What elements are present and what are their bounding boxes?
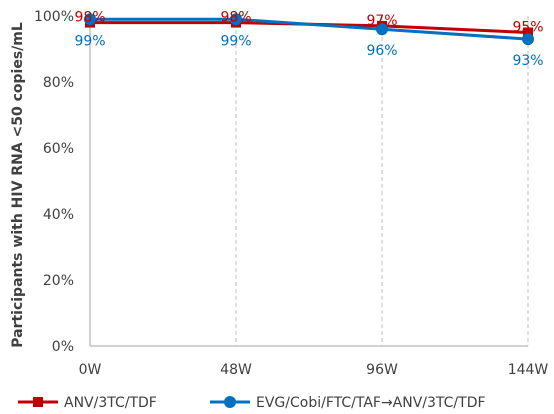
y-tick-label: 100%: [34, 9, 74, 25]
legend-marker-1: [224, 396, 236, 408]
data-label-series-1: 99%: [74, 33, 105, 49]
series-1-point: [376, 23, 388, 36]
series-group: [84, 13, 534, 46]
data-labels: 98% 98% 97% 95% 99% 99% 96% 93%: [74, 10, 543, 69]
legend-label-0: ANV/3TC/TDF: [64, 395, 157, 411]
series-1-point: [84, 13, 96, 26]
y-tick-label: 60%: [43, 141, 74, 157]
y-tick-label: 80%: [43, 75, 74, 91]
data-label-series-0: 98%: [220, 10, 251, 26]
gridlines: [235, 16, 529, 346]
y-tick-label: 0%: [52, 339, 74, 355]
x-tick-label: 96W: [366, 362, 398, 378]
series-1-point: [230, 13, 242, 26]
series-line-1: [90, 17, 529, 41]
legend: ANV/3TC/TDF EVG/Cobi/FTC/TAF→ANV/3TC/TDF: [18, 395, 486, 411]
series-1-point: [522, 33, 534, 46]
x-tick-label: 0W: [79, 362, 102, 378]
data-label-series-0: 97%: [366, 13, 397, 29]
y-tick-label: 20%: [43, 273, 74, 289]
data-label-series-1: 93%: [512, 53, 543, 69]
data-label-series-1: 99%: [220, 33, 251, 49]
x-tick-labels: 0W 48W 96W 144W: [79, 362, 549, 378]
data-label-series-0: 98%: [74, 10, 105, 26]
x-tick-label: 48W: [220, 362, 252, 378]
legend-marker-0: [33, 397, 43, 407]
series-0-point: [523, 27, 533, 38]
y-tick-labels: 0% 20% 40% 60% 80% 100%: [34, 9, 74, 355]
y-axis-label: Participants with HIV RNA <50 copies/mL: [10, 22, 26, 348]
axes: [89, 16, 528, 347]
data-label-series-0: 95%: [512, 20, 543, 36]
x-tick-label: 144W: [508, 362, 549, 378]
legend-label-1: EVG/Cobi/FTC/TAF→ANV/3TC/TDF: [256, 395, 486, 411]
data-label-series-1: 96%: [366, 43, 397, 59]
y-tick-label: 40%: [43, 207, 74, 223]
